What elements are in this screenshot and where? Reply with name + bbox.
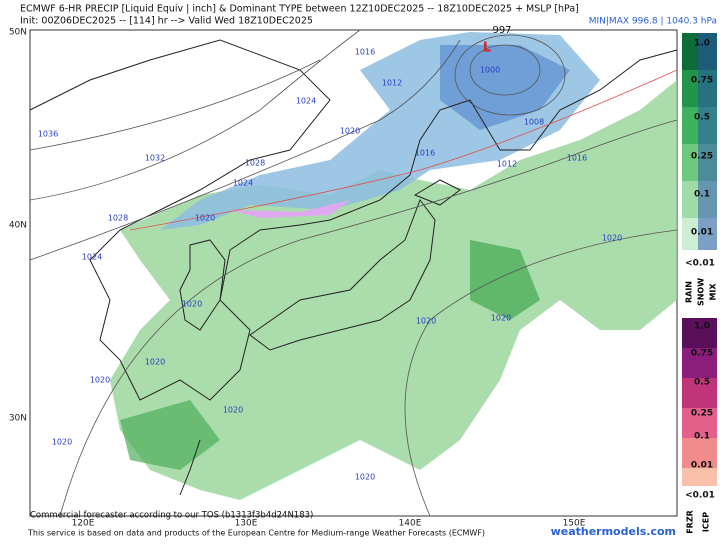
swatch	[682, 378, 717, 408]
colorbar-tick: 0.75	[691, 76, 713, 86]
type-label: RAIN	[685, 281, 694, 303]
taiwan	[179, 439, 201, 496]
colorbar-low: <0.01	[685, 259, 715, 269]
isobar-label: 1036	[38, 130, 58, 139]
min-max: MIN|MAX 996.8 | 1040.3 hPa	[589, 17, 717, 27]
hokkaido	[413, 179, 461, 206]
isobar-label: 1020	[52, 438, 72, 447]
isobar-label: 1020	[355, 473, 375, 482]
isobar-label: 1000	[480, 66, 500, 75]
snow-heavy	[440, 45, 570, 130]
tos: Commercial forecaster according to our T…	[30, 511, 313, 521]
isobar-label: 1020	[90, 376, 110, 385]
isobar-label: 1016	[355, 48, 375, 57]
isobar-label: 1020	[602, 234, 622, 243]
lon-label: 140E	[399, 519, 422, 529]
isobar-label: 1008	[524, 118, 544, 127]
isobar	[29, 59, 321, 151]
frzr-colorbar: 1.0 0.75 0.5 0.25 0.1 0.01 <0.01 FRZR IC…	[682, 318, 717, 534]
colorbar-tick: 0.1	[694, 432, 710, 442]
map: L 997 1016 1012 1024 1036 1032 1028 1024…	[9, 25, 678, 529]
lon-label: 120E	[72, 519, 95, 529]
korea	[179, 239, 226, 331]
freezing-line	[129, 69, 678, 231]
isobar-label: 1032	[145, 154, 165, 163]
isobar	[469, 44, 541, 96]
colorbar-tick: 0.75	[691, 349, 713, 359]
colorbar-tick: 0.25	[691, 409, 713, 419]
coastline	[29, 39, 678, 401]
isobar-label: 1012	[497, 160, 517, 169]
isobar-label: 1016	[567, 154, 587, 163]
title: ECMWF 6-HR PRECIP [Liquid Equiv | inch] …	[20, 4, 579, 15]
rain-heavy	[120, 400, 220, 470]
lat-label: 30N	[9, 414, 27, 424]
isobar-label: 1028	[108, 214, 128, 223]
colorbar-low: <0.01	[685, 491, 715, 501]
isobar	[59, 119, 678, 517]
rain-area	[110, 80, 677, 500]
lat-label: 50N	[9, 28, 27, 38]
isobar	[404, 229, 678, 517]
mix-area	[230, 200, 350, 218]
swatch	[682, 468, 717, 486]
isobar-label: 1020	[195, 214, 215, 223]
colorbar-tick: 0.25	[691, 152, 713, 162]
colorbar-tick: 0.01	[691, 228, 713, 238]
swatch	[682, 318, 717, 348]
type-label: SNOW	[697, 278, 706, 306]
isobar-label: 1016	[415, 149, 435, 158]
isobar-label: 1028	[245, 159, 265, 168]
swatch	[682, 408, 717, 438]
snow-strip	[698, 33, 717, 250]
isobar-label: 1020	[491, 314, 511, 323]
credit: This service is based on data and produc…	[27, 529, 485, 538]
lat-label: 40N	[9, 221, 27, 231]
isobar-label: 1024	[296, 97, 316, 106]
isobar-label: 1020	[340, 127, 360, 136]
lon-label: 150E	[563, 519, 586, 529]
type-label: FRZR	[686, 510, 695, 534]
colorbar-tick: 0.5	[694, 378, 710, 388]
isobar-label: 1020	[182, 300, 202, 309]
low-value: 997	[492, 25, 511, 36]
subtitle: Init: 00Z06DEC2025 -- [114] hr --> Valid…	[20, 16, 313, 27]
isobar	[454, 34, 566, 116]
swatch	[682, 438, 717, 468]
colorbar-tick: 0.01	[691, 461, 713, 471]
isobar-label: 1024	[82, 253, 102, 262]
rain-heavy	[470, 240, 540, 320]
isobar	[29, 39, 461, 261]
isobar-label: 1012	[382, 79, 402, 88]
isobar-label: 1020	[145, 358, 165, 367]
isobar-label: 1024	[233, 179, 253, 188]
rain-colorbar: 1.0 0.75 0.5 0.25 0.1 0.01 <0.01 RAIN SN…	[682, 33, 718, 306]
isobar-label: 1020	[223, 406, 243, 415]
site: weathermodels.com	[551, 525, 676, 538]
isobar-label: 1020	[416, 317, 436, 326]
type-label: ICEP	[702, 512, 711, 532]
lon-label: 130E	[235, 519, 258, 529]
type-label: MIX	[709, 283, 718, 301]
japan	[249, 198, 436, 351]
swatch	[682, 348, 717, 378]
isobar	[29, 29, 361, 201]
colorbar-tick: 1.0	[694, 39, 710, 49]
colorbar-tick: 1.0	[694, 322, 710, 332]
colorbar-tick: 0.5	[694, 113, 710, 123]
low-label: L	[483, 41, 491, 56]
colorbar-tick: 0.1	[694, 190, 710, 200]
